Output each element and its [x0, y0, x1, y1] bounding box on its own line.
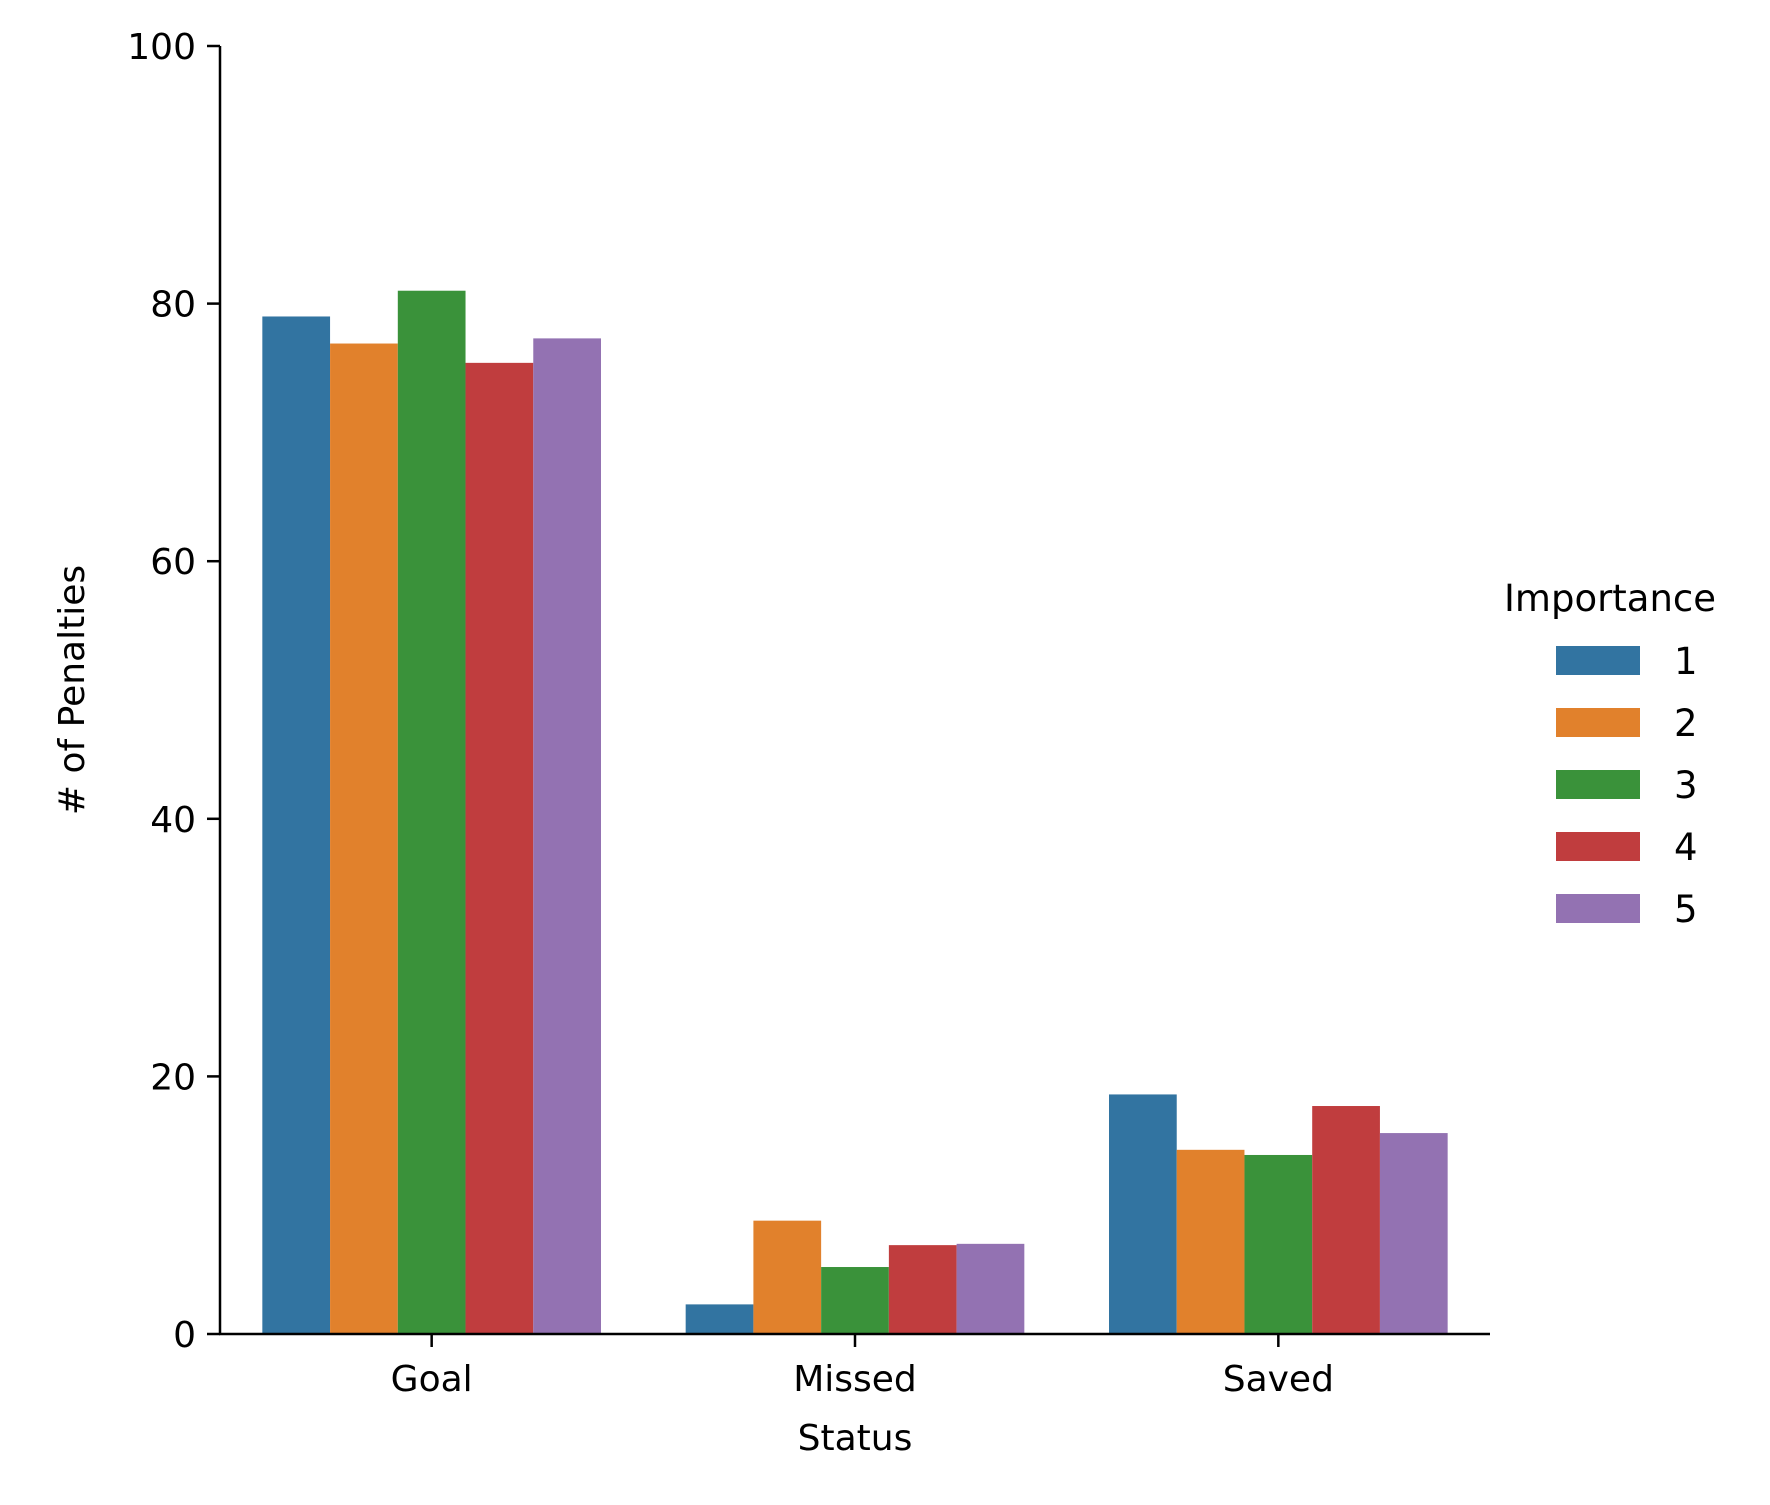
bar-missed-importance-1 — [685, 1304, 754, 1334]
bar-goal-importance-5 — [533, 338, 601, 1334]
bar-goal-importance-4 — [465, 362, 534, 1335]
x-tick-label: Missed — [793, 1359, 917, 1400]
bar-missed-importance-4 — [888, 1245, 957, 1334]
bar-goal-importance-3 — [397, 290, 466, 1335]
bar-goal-importance-1 — [262, 316, 331, 1335]
x-axis-label: Status — [798, 1418, 913, 1459]
bar-missed-importance-2 — [753, 1220, 822, 1334]
axes-layer: 0 20 40 60 80 100 Goal Missed Saved — [127, 27, 1490, 1400]
legend-label-1: 1 — [1674, 640, 1698, 683]
y-tick-label: 0 — [173, 1315, 196, 1356]
legend-label-5: 5 — [1674, 888, 1698, 931]
y-tick-label: 20 — [150, 1057, 196, 1098]
bar-saved-importance-2 — [1176, 1149, 1245, 1334]
legend-label-4: 4 — [1674, 826, 1698, 869]
bars-layer — [262, 290, 1448, 1335]
bar-missed-importance-5 — [956, 1243, 1025, 1334]
legend-swatch-1 — [1556, 646, 1640, 675]
bar-saved-importance-3 — [1244, 1154, 1313, 1334]
x-tick-label: Saved — [1223, 1359, 1334, 1400]
legend: Importance 1 2 3 4 5 — [1504, 577, 1716, 931]
y-axis-label: # of Penalties — [52, 565, 93, 815]
legend-swatch-4 — [1556, 832, 1640, 861]
y-tick-label: 100 — [127, 27, 196, 68]
legend-title: Importance — [1504, 577, 1716, 620]
legend-label-2: 2 — [1674, 702, 1698, 745]
legend-swatch-2 — [1556, 708, 1640, 737]
legend-swatch-5 — [1556, 894, 1640, 923]
x-tick-label: Goal — [391, 1359, 473, 1400]
bar-saved-importance-4 — [1312, 1106, 1380, 1334]
y-tick-label: 80 — [150, 285, 196, 326]
bar-saved-importance-1 — [1109, 1094, 1177, 1334]
y-tick-label: 60 — [150, 542, 196, 583]
legend-swatch-3 — [1556, 770, 1640, 799]
bar-saved-importance-5 — [1379, 1133, 1448, 1334]
y-tick-label: 40 — [150, 800, 196, 841]
bar-goal-importance-2 — [330, 343, 398, 1334]
bar-missed-importance-3 — [821, 1267, 889, 1334]
legend-label-3: 3 — [1674, 764, 1698, 807]
